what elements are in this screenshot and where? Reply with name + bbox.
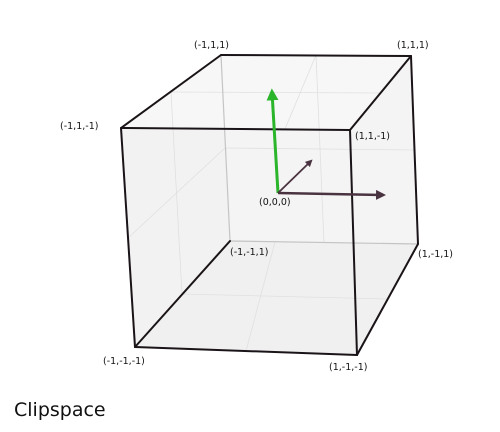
- label-1-1-neg1: (1,1,-1): [355, 131, 390, 142]
- label-1-neg1-1: (1,-1,1): [418, 249, 453, 260]
- label-1-neg1-neg1: (1,-1,-1): [329, 362, 367, 373]
- inner-edges: [220, 54, 419, 245]
- label-neg1-neg1-1: (-1,-1,1): [230, 247, 268, 258]
- label-neg1-1-1: (-1,1,1): [194, 40, 229, 51]
- label-neg1-neg1-neg1: (-1,-1,-1): [103, 356, 145, 367]
- diagram-caption: Clipspace: [14, 399, 106, 421]
- x-axis-arrow: [277, 189, 386, 200]
- z-axis-arrow: [277, 159, 313, 194]
- label-1-1-1: (1,1,1): [397, 40, 429, 51]
- y-axis-arrow: [266, 88, 280, 194]
- label-origin: (0,0,0): [259, 197, 291, 208]
- label-neg1-1-neg1: (-1,1,-1): [60, 121, 98, 132]
- cube-edges: [120, 54, 419, 356]
